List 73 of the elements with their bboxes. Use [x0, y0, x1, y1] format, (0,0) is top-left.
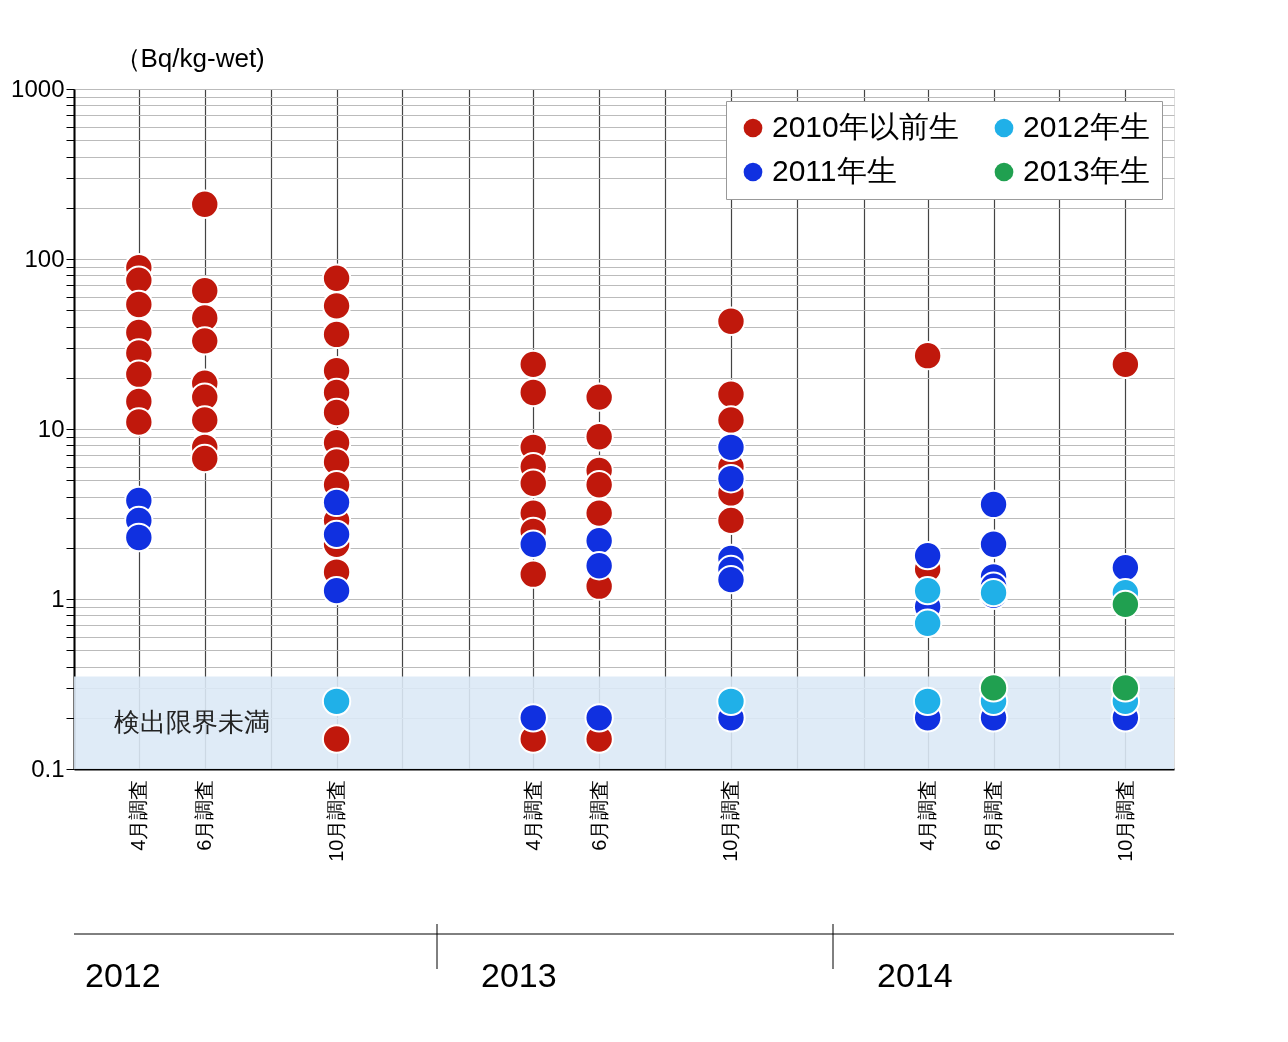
point	[518, 377, 548, 408]
y-tick-label: 100	[24, 244, 65, 272]
point	[584, 551, 614, 581]
text: 2012	[85, 956, 161, 994]
x-tick-label: 10月調査	[325, 779, 348, 862]
point	[321, 575, 352, 606]
legend-label: 2013年生	[1023, 154, 1150, 187]
point	[978, 489, 1009, 520]
point	[124, 265, 154, 295]
text: 2013	[481, 956, 557, 994]
point	[584, 703, 614, 733]
y-tick-label: 0.1	[31, 754, 65, 782]
point	[321, 724, 352, 754]
x-tick-label: 6月調査	[193, 779, 216, 851]
point	[716, 405, 746, 435]
point	[321, 397, 352, 428]
x-tick-label: 6月調査	[982, 779, 1005, 851]
point	[321, 519, 352, 550]
x-tick-label: 4月調査	[127, 779, 150, 851]
x-tick-label: 10月調査	[1113, 779, 1136, 862]
point	[584, 422, 614, 452]
point	[321, 263, 352, 293]
point	[716, 379, 746, 409]
point	[912, 686, 943, 717]
point	[190, 276, 220, 306]
point	[190, 405, 220, 435]
point	[716, 686, 746, 717]
point	[584, 498, 614, 528]
point	[716, 564, 746, 595]
point	[1110, 589, 1141, 620]
point	[716, 306, 746, 336]
point	[321, 686, 352, 717]
point	[1110, 673, 1141, 703]
legend-label: 2011年生	[772, 154, 897, 187]
legend-label: 2012年生	[1023, 110, 1150, 143]
point	[716, 505, 746, 536]
point	[190, 189, 220, 219]
x-tick-label: 4月調査	[521, 779, 544, 851]
band-label: 検出限界未満	[114, 706, 270, 737]
text: 2014	[877, 956, 953, 994]
point	[518, 529, 548, 559]
y-tick-label: 1000	[11, 74, 65, 102]
point	[190, 443, 220, 474]
point	[584, 382, 614, 412]
point	[124, 522, 154, 553]
point	[518, 349, 548, 380]
point	[124, 289, 154, 320]
point	[584, 470, 614, 500]
point	[518, 559, 548, 589]
point	[978, 673, 1009, 703]
point	[321, 487, 352, 518]
y-tick-label: 1	[51, 584, 65, 612]
x-tick-label: 6月調査	[587, 779, 610, 851]
y-tick-label: 10	[37, 414, 65, 442]
x-tick-label: 4月調査	[916, 779, 939, 851]
x-tick-label: 10月調査	[719, 779, 742, 862]
point	[1110, 349, 1141, 380]
point	[190, 326, 220, 356]
point	[321, 291, 352, 321]
y-axis-title: （Bq/kg-wet)	[114, 42, 265, 73]
legend-label: 2010年以前生	[772, 110, 959, 143]
point	[716, 432, 746, 463]
point	[124, 407, 154, 437]
point	[321, 319, 352, 350]
point	[518, 703, 548, 733]
point	[912, 341, 943, 371]
point	[912, 575, 943, 606]
point	[124, 359, 154, 389]
point	[912, 540, 943, 571]
point	[912, 608, 943, 638]
point	[978, 529, 1009, 559]
point	[716, 464, 746, 494]
point	[518, 468, 548, 498]
